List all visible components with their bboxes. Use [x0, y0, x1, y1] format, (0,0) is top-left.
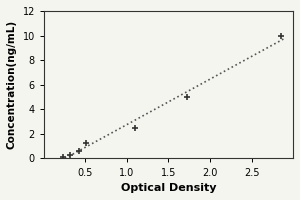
- Y-axis label: Concentration(ng/mL): Concentration(ng/mL): [7, 20, 17, 149]
- X-axis label: Optical Density: Optical Density: [121, 183, 216, 193]
